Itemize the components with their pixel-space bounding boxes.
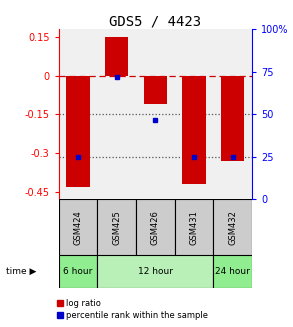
Legend: log ratio, percentile rank within the sample: log ratio, percentile rank within the sa…	[57, 299, 208, 319]
Title: GDS5 / 4423: GDS5 / 4423	[109, 14, 201, 28]
Text: GSM432: GSM432	[228, 210, 237, 245]
Bar	[105, 37, 128, 76]
Text: time ▶: time ▶	[6, 267, 36, 276]
Bar	[213, 255, 252, 288]
Bar	[59, 255, 97, 288]
Bar	[97, 199, 136, 255]
Bar	[175, 199, 213, 255]
Bar	[59, 199, 97, 255]
Text: GSM426: GSM426	[151, 210, 160, 245]
Bar	[66, 76, 90, 187]
Text: GSM424: GSM424	[74, 210, 82, 245]
Bar	[182, 76, 206, 184]
Text: GSM431: GSM431	[190, 210, 198, 245]
Text: 12 hour: 12 hour	[138, 267, 173, 276]
Bar	[144, 76, 167, 104]
Text: GSM425: GSM425	[112, 210, 121, 245]
Text: 6 hour: 6 hour	[63, 267, 93, 276]
Text: 24 hour: 24 hour	[215, 267, 250, 276]
Bar	[213, 199, 252, 255]
Bar	[221, 76, 244, 161]
Bar	[136, 199, 175, 255]
Bar	[97, 255, 213, 288]
